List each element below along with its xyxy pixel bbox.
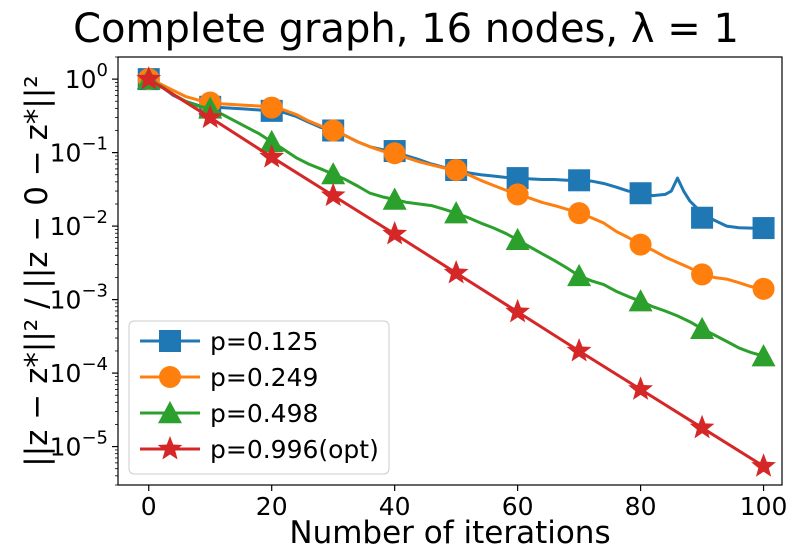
data-point: [691, 206, 714, 229]
y-tick-label: 10−1: [50, 134, 108, 168]
series-line: [147, 77, 766, 230]
data-point: [382, 187, 407, 210]
x-tick-label: 20: [256, 492, 288, 521]
legend-marker: [159, 330, 181, 352]
legend-frame: [128, 320, 390, 475]
y-axis: 10−5 10−4 10−3 10−2 10−1 100: [50, 56, 118, 486]
data-point: [506, 183, 529, 206]
data-point: [629, 182, 652, 205]
legend-entries: p=0.125 p=0.249 p=0.498 p=0.996(opt): [140, 327, 379, 464]
data-point: [444, 201, 469, 224]
legend: p=0.125 p=0.249 p=0.498 p=0.996(opt): [128, 320, 390, 475]
x-tick-label: 0: [141, 492, 157, 521]
data-point: [690, 316, 715, 340]
data-point: [505, 227, 530, 251]
data-point: [628, 289, 653, 312]
data-point: [260, 96, 283, 119]
y-tick-label: 10−5: [50, 428, 108, 462]
data-point: [752, 217, 775, 240]
data-point: [445, 158, 468, 181]
data-point: [443, 260, 469, 284]
data-point: [568, 169, 591, 192]
data-point: [691, 263, 714, 286]
legend-marker: [157, 436, 183, 460]
data-point: [629, 233, 652, 256]
data-point: [322, 119, 345, 142]
data-point: [752, 277, 775, 300]
legend-label: p=0.125: [210, 327, 318, 356]
data-point: [751, 344, 776, 367]
y-tick-label: 10−3: [50, 281, 108, 315]
axes-frame: [117, 56, 783, 486]
data-point: [505, 298, 530, 323]
data-point: [382, 221, 408, 245]
data-point: [259, 144, 285, 168]
data-point: [259, 129, 284, 153]
data-point: [320, 182, 346, 207]
chart-title: Complete graph, 16 nodes, λ = 1: [73, 6, 739, 52]
data-point: [321, 162, 346, 185]
x-tick-label: 60: [502, 492, 534, 521]
y-tick-label: 10−2: [50, 207, 108, 241]
x-tick-label: 40: [379, 492, 411, 521]
data-point: [567, 263, 592, 287]
x-axis-label: Number of iterations: [289, 515, 610, 551]
x-axis: 0 20 40 60 80 100: [141, 485, 788, 521]
data-point: [628, 376, 653, 400]
data-point: [689, 414, 715, 439]
data-point: [136, 66, 162, 90]
series-line: [147, 77, 766, 291]
data-point: [383, 142, 406, 165]
data-point: [751, 453, 776, 477]
legend-marker: [159, 366, 181, 388]
series-layer: [136, 66, 776, 477]
legend-label: p=0.498: [210, 399, 318, 428]
y-tick-label: 100: [65, 60, 108, 94]
series-4: [136, 66, 776, 477]
y-tick-label: 10−4: [50, 354, 108, 388]
data-point: [566, 337, 592, 362]
plot-area: [117, 56, 783, 486]
y-axis-label: ||z − z*||² / ||z − 0 − z*||²: [19, 75, 55, 466]
x-tick-label: 80: [625, 492, 657, 521]
data-point: [197, 104, 223, 129]
legend-label: p=0.996(opt): [210, 435, 379, 464]
x-tick-label: 100: [740, 492, 788, 521]
legend-label: p=0.249: [210, 363, 318, 392]
legend-marker: [158, 401, 182, 424]
data-point: [506, 167, 529, 190]
data-point: [568, 202, 591, 225]
